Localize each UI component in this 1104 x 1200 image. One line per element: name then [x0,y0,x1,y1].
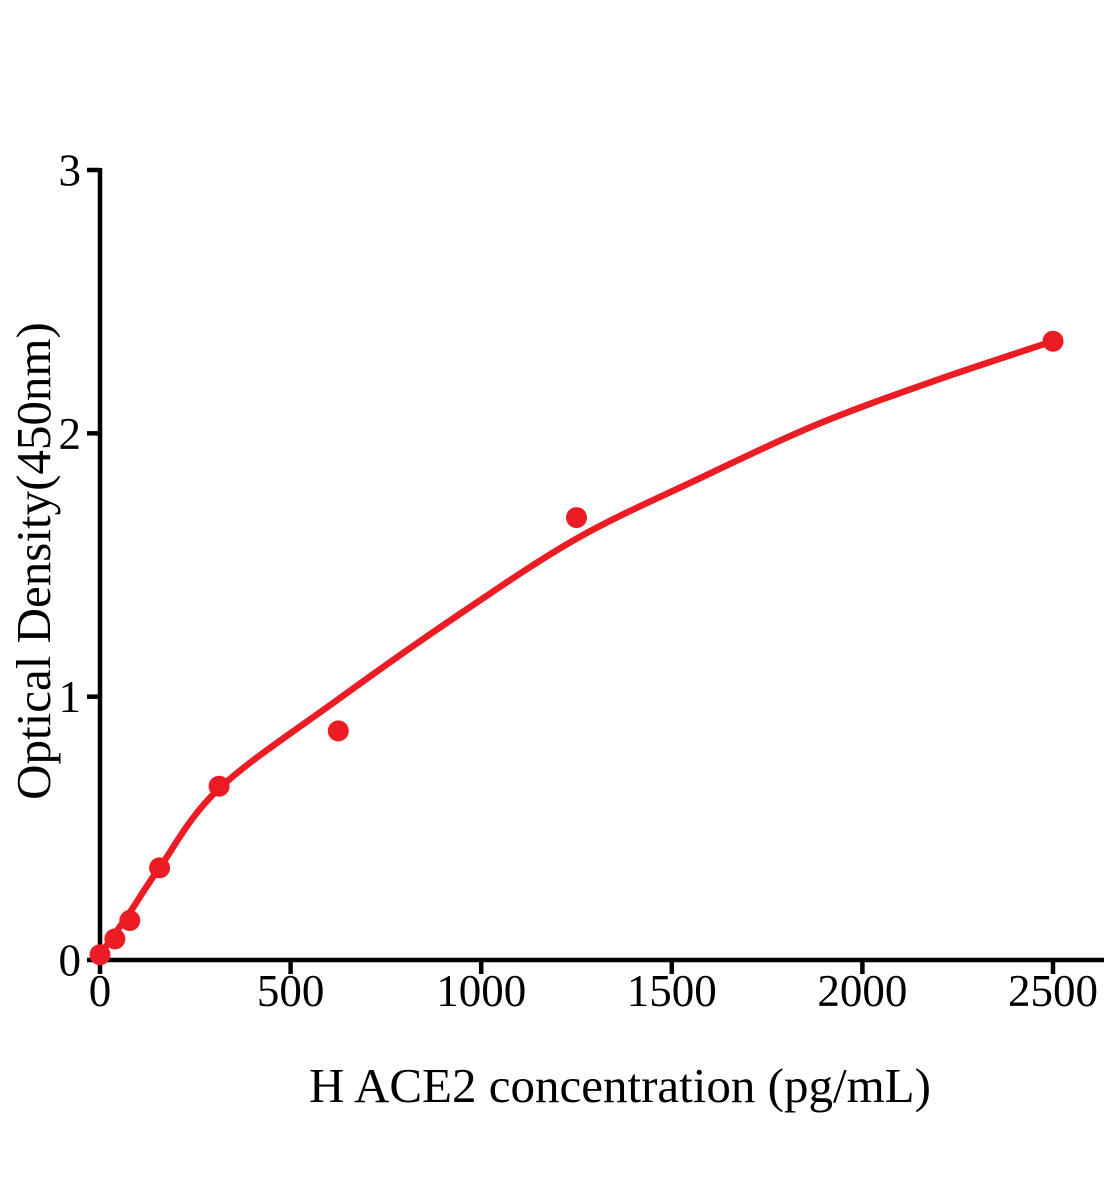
y-axis-label: Optical Density(450nm) [6,322,61,800]
y-tick-label: 0 [59,936,82,986]
data-point [104,928,126,950]
data-point [327,720,349,742]
x-axis-label: H ACE2 concentration (pg/mL) [309,1058,931,1113]
x-tick-label: 1500 [627,966,717,1016]
y-tick-label: 1 [59,672,82,722]
fit-curve [96,337,1057,958]
x-tick-label: 0 [89,966,112,1016]
data-point [119,910,141,931]
x-tick-label: 2000 [817,966,907,1016]
y-tick-label: 2 [59,409,82,459]
x-tick-label: 2500 [1008,966,1098,1016]
y-tick-label: 3 [59,146,82,196]
data-point [208,775,230,797]
data-point [566,507,587,529]
axes: 0 1 2 3 0 500 1000 1500 2000 2500 [59,146,1104,1016]
data-point [149,857,171,879]
x-tick-label: 500 [257,966,325,1016]
data-point [89,944,111,966]
x-tick-label: 1000 [436,966,526,1016]
data-series [89,330,1064,966]
data-point [1042,330,1064,352]
